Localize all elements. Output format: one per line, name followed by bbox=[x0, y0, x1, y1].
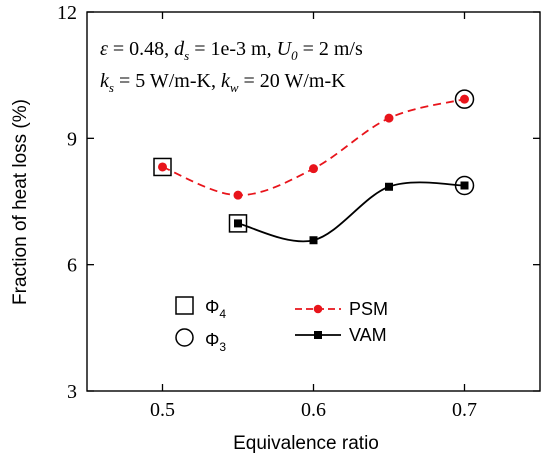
y-tick-label: 6 bbox=[67, 255, 77, 277]
x-axis-title: Equivalence ratio bbox=[233, 433, 379, 454]
point-psm bbox=[158, 162, 167, 172]
data-series bbox=[158, 94, 469, 245]
legend-phi3-label: Φ3 bbox=[205, 330, 226, 354]
series-line-psm bbox=[162, 98, 465, 197]
highlight-circle bbox=[454, 175, 475, 196]
annotation-line-2: ks = 5 W/m-K, kw = 20 W/m-K bbox=[100, 70, 346, 95]
point-vam bbox=[385, 182, 393, 191]
x-tick-label: 0.6 bbox=[301, 399, 326, 421]
highlight-square bbox=[228, 214, 248, 233]
point-psm bbox=[309, 164, 318, 174]
highlight-markers bbox=[153, 89, 475, 233]
legend-phi4-marker bbox=[175, 296, 194, 315]
legend-psm-marker bbox=[313, 304, 323, 314]
axis-ticks: 0.5 0.6 0.7 3 6 9 12 bbox=[57, 2, 540, 421]
y-tick-label: 12 bbox=[57, 2, 77, 24]
parameter-annotation: ε = 0.48, ds = 1e-3 m, U0 = 2 m/s ks = 5… bbox=[100, 38, 363, 95]
highlight-circle bbox=[454, 89, 475, 109]
legend-vam-marker bbox=[314, 331, 322, 339]
point-psm bbox=[460, 94, 469, 104]
y-tick-label: 9 bbox=[67, 128, 77, 150]
legend-vam-label: VAM bbox=[349, 325, 387, 345]
annotation-line-1: ε = 0.48, ds = 1e-3 m, U0 = 2 m/s bbox=[100, 38, 363, 63]
point-psm bbox=[233, 190, 243, 200]
y-axis-title: Fraction of heat loss (%) bbox=[10, 99, 31, 305]
highlight-square bbox=[153, 157, 172, 177]
point-vam bbox=[234, 219, 242, 228]
legend-psm-label: PSM bbox=[349, 299, 388, 319]
y-tick-label: 3 bbox=[67, 381, 77, 403]
point-psm bbox=[384, 113, 394, 123]
legend: Φ4 Φ3 PSM VAM bbox=[175, 296, 388, 354]
point-vam bbox=[309, 236, 318, 245]
x-tick-label: 0.7 bbox=[452, 399, 477, 421]
legend-phi4-label: Φ4 bbox=[205, 297, 226, 321]
point-vam bbox=[460, 181, 469, 190]
series-line-vam bbox=[237, 181, 465, 243]
x-tick-label: 0.5 bbox=[150, 399, 175, 421]
legend-phi3-marker bbox=[175, 328, 194, 347]
